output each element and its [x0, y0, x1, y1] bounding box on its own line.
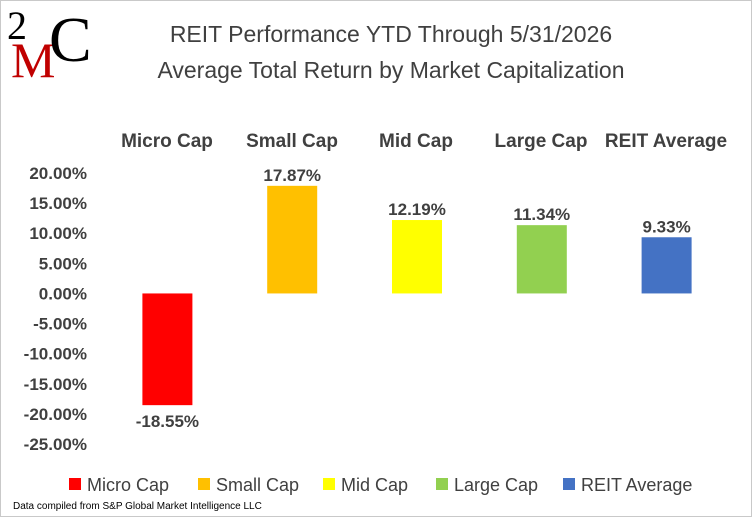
legend-label-reit-average: REIT Average — [581, 475, 693, 495]
category-label-micro-cap: Micro Cap — [121, 131, 213, 152]
category-label-mid-cap: Mid Cap — [379, 131, 453, 152]
category-label-large-cap: Large Cap — [494, 131, 588, 152]
legend-swatch-micro-cap — [69, 478, 81, 491]
legend-swatch-mid-cap — [323, 478, 335, 491]
legend-swatch-large-cap — [436, 478, 448, 491]
data-label: -18.55% — [136, 412, 199, 431]
category-label-small-cap: Small Cap — [246, 131, 338, 152]
legend-label-mid-cap: Mid Cap — [341, 475, 409, 495]
y-tick-label: -20.00% — [24, 405, 87, 424]
legend-item-small-cap: Small Cap — [198, 475, 299, 496]
category-label-reit-average: REIT Average — [604, 131, 728, 152]
data-label: 12.19% — [388, 200, 446, 219]
legend-item-mid-cap: Mid Cap — [323, 475, 408, 496]
logo-letter-c: C — [49, 5, 92, 75]
bar-small-cap — [267, 185, 318, 294]
bar-micro-cap — [142, 293, 193, 406]
legend-label-small-cap: Small Cap — [216, 475, 300, 495]
legend-item-large-cap: Large Cap — [436, 475, 538, 496]
y-tick-label: -5.00% — [33, 315, 87, 334]
source-note: Data compiled from S&P Global Market Int… — [13, 501, 262, 512]
y-tick-label: -10.00% — [24, 345, 87, 364]
chart-subtitle: Average Total Return by Market Capitaliz… — [157, 57, 625, 83]
legend-item-reit-average: REIT Average — [563, 475, 692, 496]
company-logo: 2 M C — [7, 5, 92, 81]
logo-digit: 2 — [7, 5, 27, 48]
legend-label-large-cap: Large Cap — [454, 475, 539, 495]
logo-letter-m: M — [11, 32, 55, 81]
y-tick-label: -25.00% — [24, 435, 87, 454]
data-label: 9.33% — [642, 217, 690, 236]
y-tick-label: 10.00% — [29, 224, 87, 243]
y-tick-label: 0.00% — [39, 284, 87, 303]
data-label: 11.34% — [513, 205, 570, 224]
y-tick-label: 15.00% — [29, 194, 87, 213]
bar-large-cap — [516, 225, 567, 294]
bar-chart: 20.00% 15.00% 10.00% 5.00% 0.00% -5.00% -10.00… — [24, 164, 692, 454]
y-tick-label: -15.00% — [24, 375, 87, 394]
bar-reit-average — [641, 237, 692, 294]
data-label: 17.87% — [263, 166, 321, 185]
legend-label-micro-cap: Micro Cap — [87, 475, 170, 495]
legend-item-micro-cap: Micro Cap — [69, 475, 169, 496]
bar-mid-cap — [392, 220, 442, 294]
chart-legend: Micro Cap Small Cap Mid Cap Large Cap RE… — [1, 475, 751, 499]
y-tick-label: 5.00% — [39, 254, 87, 273]
legend-swatch-reit-average — [563, 478, 575, 491]
legend-swatch-small-cap — [198, 478, 210, 491]
y-tick-label: 20.00% — [29, 164, 87, 183]
chart-title: REIT Performance YTD Through 5/31/2026 — [169, 21, 613, 47]
